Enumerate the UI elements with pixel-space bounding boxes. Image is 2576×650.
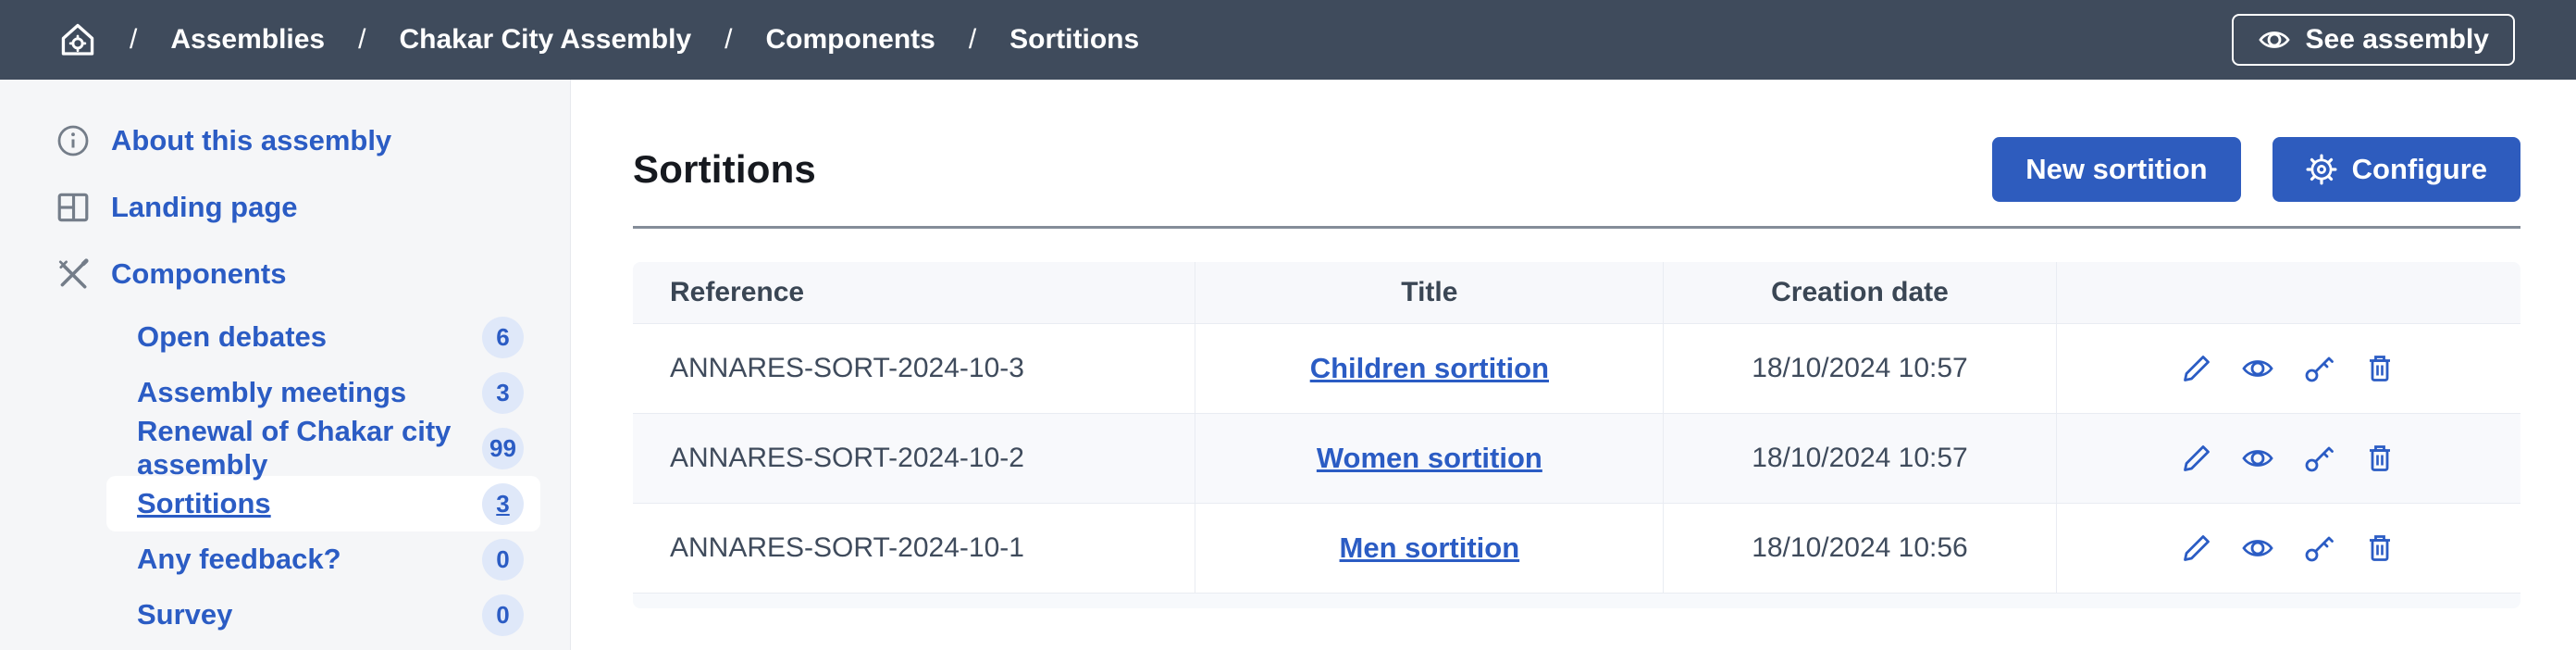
permissions-key-button[interactable] xyxy=(2302,442,2335,475)
sidebar-item-label: Sortitions xyxy=(137,487,271,519)
sidebar-item-about-this-assembly[interactable]: About this assembly xyxy=(0,107,570,174)
components-sub-list: Open debates 6 Assembly meetings 3 Renew… xyxy=(0,309,570,643)
new-sortition-label: New sortition xyxy=(2025,153,2208,185)
sidebar-item-label: About this assembly xyxy=(111,124,392,156)
actions-cell xyxy=(2055,503,2520,594)
breadcrumb-separator: / xyxy=(358,24,366,55)
table-row: ANNARES-SORT-2024-10-3 Children sortitio… xyxy=(633,323,2520,414)
configure-label: Configure xyxy=(2351,153,2487,185)
edit-button[interactable] xyxy=(2180,352,2213,385)
topbar: / Assemblies / Chakar City Assembly / Co… xyxy=(0,0,2576,80)
sidebar-item-renewal-of-chakar-city-assembly[interactable]: Renewal of Chakar city assembly 99 xyxy=(106,415,540,481)
header-actions: New sortition xyxy=(1992,137,2520,202)
sidebar-item-sortitions[interactable]: Sortitions 3 xyxy=(106,476,540,531)
see-assembly-button[interactable]: See assembly xyxy=(2231,14,2515,66)
preview-eye-button[interactable] xyxy=(2241,352,2274,385)
sidebar-item-label: Components xyxy=(111,257,287,290)
sidebar-item-any-feedback[interactable]: Any feedback? 0 xyxy=(106,531,540,587)
sidebar-item-label: Landing page xyxy=(111,191,298,223)
sidebar-item-assembly-meetings[interactable]: Assembly meetings 3 xyxy=(106,365,540,420)
column-header-reference: Reference xyxy=(633,262,1195,324)
sortition-link[interactable]: Men sortition xyxy=(1339,531,1520,564)
table-footer-strip xyxy=(633,593,2520,608)
edit-button[interactable] xyxy=(2180,442,2213,475)
home-icon[interactable] xyxy=(59,21,96,58)
breadcrumb-sortitions[interactable]: Sortitions xyxy=(1009,24,1140,55)
creation-date-cell: 18/10/2024 10:56 xyxy=(1663,503,2057,594)
new-sortition-button[interactable]: New sortition xyxy=(1992,137,2241,202)
count-badge: 99 xyxy=(482,427,524,469)
see-assembly-label: See assembly xyxy=(2305,24,2489,55)
count-badge: 3 xyxy=(482,371,524,414)
sortitions-table: Reference Title Creation date ANNARES-SO… xyxy=(633,262,2520,608)
preview-eye-button[interactable] xyxy=(2241,531,2274,565)
sidebar-item-label: Renewal of Chakar city assembly xyxy=(137,415,452,481)
sortition-link[interactable]: Women sortition xyxy=(1316,442,1542,474)
delete-trash-button[interactable] xyxy=(2363,531,2396,565)
permissions-key-button[interactable] xyxy=(2302,352,2335,385)
creation-date-cell: 18/10/2024 10:57 xyxy=(1663,323,2057,414)
reference-cell: ANNARES-SORT-2024-10-3 xyxy=(633,323,1195,414)
sidebar-item-components[interactable]: Components xyxy=(0,241,570,307)
breadcrumb-separator: / xyxy=(130,24,138,55)
sidebar-item-label: Open debates xyxy=(137,320,327,353)
sidebar: About this assembly Landing page xyxy=(0,80,571,650)
main-content: Sortitions New sortition xyxy=(571,80,2576,650)
count-badge: 0 xyxy=(482,538,524,581)
sidebar-item-label: Survey xyxy=(137,598,233,631)
creation-date-cell: 18/10/2024 10:57 xyxy=(1663,413,2057,504)
count-badge: 3 xyxy=(482,482,524,525)
title-cell: Women sortition xyxy=(1195,413,1664,504)
sidebar-item-label: Assembly meetings xyxy=(137,376,407,408)
title-divider xyxy=(633,226,2520,229)
info-icon xyxy=(56,123,91,158)
sidebar-item-landing-page[interactable]: Landing page xyxy=(0,174,570,241)
gear-icon xyxy=(2306,154,2337,185)
delete-trash-button[interactable] xyxy=(2363,352,2396,385)
table-row: ANNARES-SORT-2024-10-1 Men sortition 18/… xyxy=(633,503,2520,594)
column-header-creation-date: Creation date xyxy=(1663,262,2057,324)
eye-icon xyxy=(2258,23,2291,56)
reference-cell: ANNARES-SORT-2024-10-2 xyxy=(633,413,1195,504)
table-row: ANNARES-SORT-2024-10-2 Women sortition 1… xyxy=(633,413,2520,504)
actions-cell xyxy=(2055,323,2520,414)
breadcrumb-chakar-city-assembly[interactable]: Chakar City Assembly xyxy=(399,24,692,55)
tools-icon xyxy=(56,256,91,292)
permissions-key-button[interactable] xyxy=(2302,531,2335,565)
sortition-link[interactable]: Children sortition xyxy=(1309,352,1550,384)
count-badge: 0 xyxy=(482,594,524,636)
reference-cell: ANNARES-SORT-2024-10-1 xyxy=(633,503,1195,594)
sidebar-item-survey[interactable]: Survey 0 xyxy=(106,587,540,643)
sidebar-item-label: Any feedback? xyxy=(137,543,341,575)
column-header-actions xyxy=(2055,262,2520,324)
title-cell: Children sortition xyxy=(1195,323,1664,414)
sidebar-item-open-debates[interactable]: Open debates 6 xyxy=(106,309,540,365)
edit-button[interactable] xyxy=(2180,531,2213,565)
breadcrumb-assemblies[interactable]: Assemblies xyxy=(170,24,326,55)
title-cell: Men sortition xyxy=(1195,503,1664,594)
count-badge: 6 xyxy=(482,316,524,358)
breadcrumb-separator: / xyxy=(724,24,733,55)
breadcrumb-components[interactable]: Components xyxy=(765,24,935,55)
breadcrumb-separator: / xyxy=(968,24,977,55)
breadcrumb: / Assemblies / Chakar City Assembly / Co… xyxy=(59,21,1139,58)
preview-eye-button[interactable] xyxy=(2241,442,2274,475)
delete-trash-button[interactable] xyxy=(2363,442,2396,475)
column-header-title: Title xyxy=(1195,262,1664,324)
layout-icon xyxy=(56,190,91,225)
configure-button[interactable]: Configure xyxy=(2272,137,2520,202)
page-title: Sortitions xyxy=(633,147,816,191)
actions-cell xyxy=(2055,413,2520,504)
table-header-row: Reference Title Creation date xyxy=(633,262,2520,324)
